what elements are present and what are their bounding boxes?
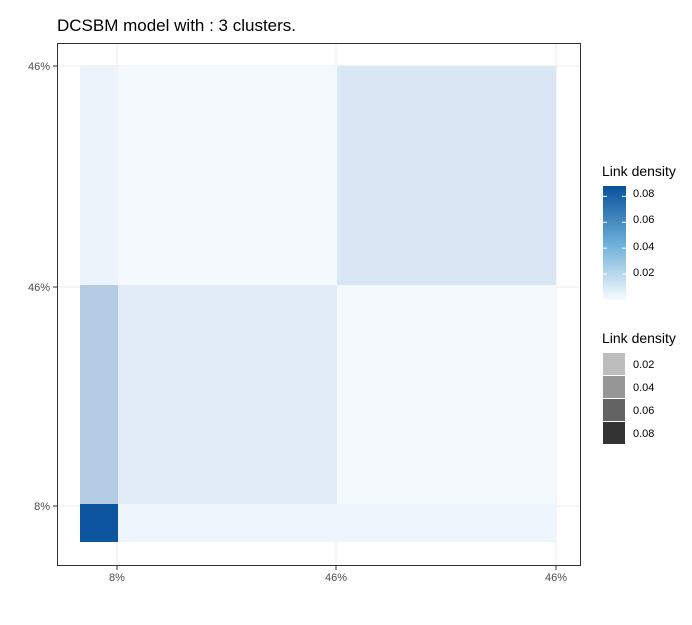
legend-colorbar: Link density 0.08 0.06 0.04 0.02	[602, 163, 676, 300]
y-tick-label: 46%	[28, 282, 50, 294]
shade-legend-key	[603, 422, 625, 444]
shade-legend-label: 0.08	[633, 428, 654, 440]
heatmap-cell	[337, 66, 556, 285]
shade-legend-key	[603, 399, 625, 421]
colorbar-gradient-bar	[603, 186, 626, 300]
heatmap-cell	[118, 284, 338, 504]
y-axis: 46% 46% 8%	[28, 61, 57, 513]
shade-legend-key	[603, 353, 625, 375]
plot-panel-border	[57, 43, 581, 566]
heatmap-cell	[80, 503, 119, 542]
legend-title: Link density	[602, 163, 676, 179]
colorbar-label: 0.02	[633, 267, 654, 279]
heatmap-cell	[337, 503, 556, 542]
y-tick-label: 46%	[28, 61, 50, 73]
x-tick-label: 46%	[545, 572, 567, 584]
heatmap-cell	[80, 66, 119, 285]
heatmap-cell	[118, 503, 338, 542]
shade-legend-label: 0.04	[633, 382, 654, 394]
shade-legend-label: 0.06	[633, 405, 654, 417]
shade-keys	[603, 353, 625, 444]
x-tick-label: 8%	[109, 572, 125, 584]
colorbar-label: 0.08	[633, 188, 654, 200]
shade-legend-label: 0.02	[633, 359, 654, 371]
shade-legend-key	[603, 376, 625, 398]
x-axis: 8% 46% 46%	[109, 566, 567, 584]
colorbar-label: 0.04	[633, 241, 654, 253]
heatmap-cell	[80, 284, 119, 504]
heatmap-cells	[80, 66, 556, 542]
colorbar-ticks	[603, 195, 626, 275]
heatmap-cell	[118, 66, 338, 285]
legend-title: Link density	[602, 330, 676, 346]
colorbar-label: 0.06	[633, 214, 654, 226]
y-tick-label: 8%	[34, 501, 50, 513]
chart-title: DCSBM model with : 3 clusters.	[57, 16, 296, 35]
x-tick-label: 46%	[325, 572, 347, 584]
heatmap-cell	[337, 284, 556, 504]
legend-shades: Link density 0.02 0.04 0.06 0.08	[602, 330, 676, 444]
